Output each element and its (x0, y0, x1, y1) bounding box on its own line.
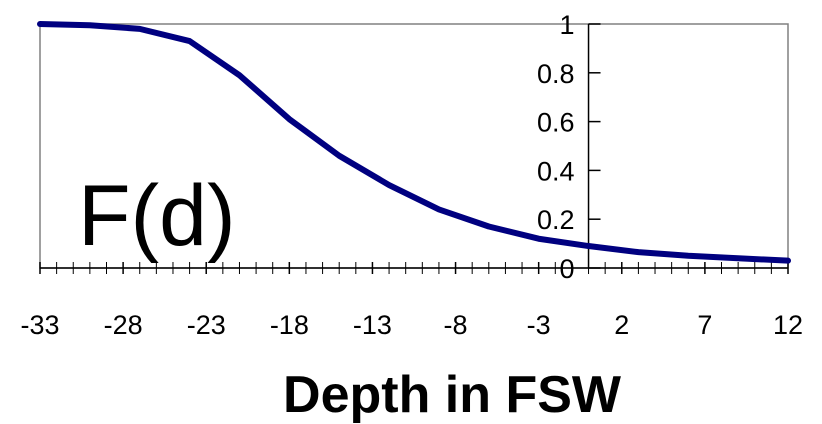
x-tick-label: -8 (444, 310, 468, 340)
x-tick-label: -28 (104, 310, 143, 340)
y-tick-label: 0.6 (537, 108, 575, 138)
x-axis-title: Depth in FSW (283, 366, 622, 424)
tick-marks (39, 23, 789, 274)
x-tick-label: -23 (187, 310, 226, 340)
series (37, 21, 791, 264)
y-tick-label: 0 (560, 254, 575, 284)
tick-labels: -33 -28 -23 -18 -13 -8 -3 2 7 12 0 0.2 0.4 0.6 0.8 1 (20, 10, 803, 340)
x-tick-label: -13 (353, 310, 392, 340)
y-tick-label: 0.4 (537, 156, 575, 186)
series-line (37, 21, 791, 264)
x-tick-label: -33 (20, 310, 59, 340)
x-tick-label: -18 (270, 310, 309, 340)
x-tick-label: 2 (614, 310, 629, 340)
y-tick-label: 0.8 (537, 59, 575, 89)
x-tick-label: 12 (773, 310, 803, 340)
x-tick-label: 7 (697, 310, 712, 340)
axes (40, 24, 788, 269)
y-tick-label: 1 (560, 10, 575, 40)
x-tick-label: -3 (527, 310, 551, 340)
chart-annotation: F(d) (78, 168, 236, 264)
y-tick-label: 0.2 (537, 205, 575, 235)
